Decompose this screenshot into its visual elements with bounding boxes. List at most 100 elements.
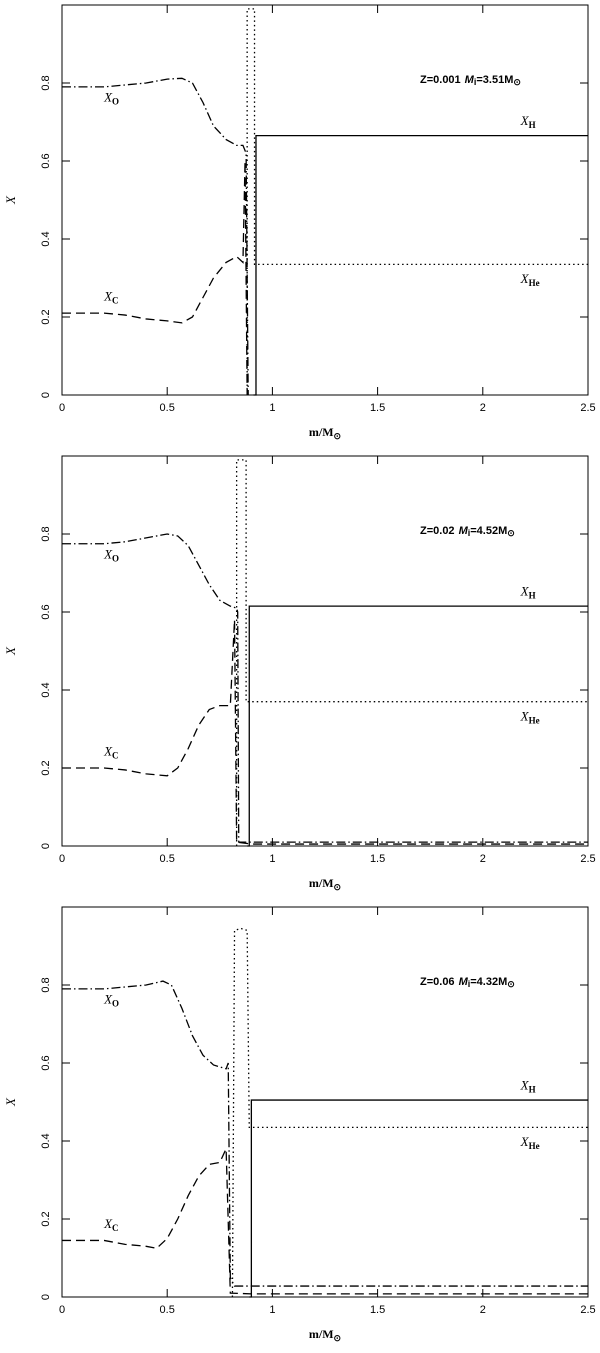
x-tick-label: 2 [480, 402, 486, 414]
series-line [62, 619, 588, 845]
annotation-sub: ⊙ [513, 77, 521, 87]
annotation-text: M [459, 976, 469, 988]
series-label: XH [520, 583, 536, 600]
series-label-sub: He [529, 715, 540, 725]
annotation-text: Z=0.02 [420, 525, 455, 537]
y-tick-label: 0.2 [40, 760, 52, 775]
series-line [249, 1099, 588, 1298]
x-tick-label: 1 [269, 853, 275, 865]
series-label: XC [103, 743, 118, 760]
series-label: XHe [520, 708, 540, 725]
series-line [231, 927, 588, 1298]
y-tick-label: 0.2 [40, 309, 52, 324]
annotation-text: M [465, 74, 475, 86]
series-label: XO [103, 90, 119, 107]
x-tick-label: 0.5 [160, 1304, 175, 1316]
x-axis-label-text: m/M [309, 1327, 334, 1341]
series-label-name: X [103, 743, 113, 758]
y-tick-label: 0.6 [40, 153, 52, 168]
series-label-sub: O [112, 97, 119, 107]
series-label-name: X [103, 90, 113, 105]
series-label-name: X [103, 992, 113, 1007]
panel: 0 0.5 1 1.5 2 2.500.20.40.60.8Xm/M⊙Z=0.001 Mi=… [3, 4, 596, 441]
annotation-sub: ⊙ [507, 979, 515, 989]
series-label-sub: H [529, 1084, 536, 1094]
annotation: Z=0.001 Mi=3.51M⊙ [420, 74, 521, 87]
y-tick-label: 0.6 [40, 1055, 52, 1070]
x-tick-label: 2.5 [580, 853, 595, 865]
series-label: XC [103, 288, 118, 305]
y-tick-label: 0.4 [40, 231, 52, 246]
series-label-sub: O [112, 554, 119, 564]
series-label-name: X [103, 1216, 113, 1231]
x-tick-label: 2 [480, 853, 486, 865]
y-axis-label: X [3, 1097, 18, 1107]
series-line [62, 160, 248, 396]
series-label-name: X [103, 546, 113, 561]
annotation-text: Z=0.06 [420, 976, 455, 988]
x-tick-label: 1 [269, 1304, 275, 1316]
series-label: XC [103, 1216, 118, 1233]
x-axis-label-sub: ⊙ [334, 882, 342, 892]
series-label-sub: C [112, 296, 119, 306]
plot-frame [61, 906, 589, 1298]
series-label-sub: O [112, 999, 119, 1009]
x-axis-label: m/M⊙ [309, 1327, 341, 1343]
panel: 0 0.5 1 1.5 2 2.500.20.40.60.8Xm/M⊙Z=0.02 Mi=4… [3, 455, 596, 892]
y-tick-label: 0 [40, 392, 52, 398]
x-tick-label: 2.5 [580, 402, 595, 414]
series-label-sub: H [529, 591, 536, 601]
annotation: Z=0.06 Mi=4.32M⊙ [420, 976, 515, 989]
x-tick-label: 1.5 [370, 402, 385, 414]
x-axis-label-sub: ⊙ [334, 431, 342, 441]
series-label-name: X [520, 583, 530, 598]
series-line [62, 980, 588, 1287]
y-tick-label: 0 [40, 843, 52, 849]
annotation-text: Z=0.001 [420, 74, 461, 86]
annotation-text: =4.32M [470, 976, 507, 988]
x-axis-label-text: m/M [309, 425, 334, 439]
series-line [246, 8, 588, 395]
x-axis-label-sub: ⊙ [334, 1333, 342, 1343]
series-label-sub: C [112, 750, 119, 760]
x-tick-label: 1.5 [370, 1304, 385, 1316]
annotation-text: =3.51M [476, 74, 513, 86]
annotation-sub: ⊙ [507, 528, 515, 538]
series-label: XHe [520, 1134, 540, 1151]
y-tick-label: 0.8 [40, 526, 52, 541]
series-label-name: X [520, 708, 530, 723]
x-tick-label: 0 [59, 1304, 65, 1316]
y-tick-label: 0.8 [40, 75, 52, 90]
series-line [62, 77, 249, 396]
panel: 0 0.5 1 1.5 2 2.500.20.40.60.8Xm/M⊙Z=0.06 Mi=4… [3, 906, 596, 1343]
x-axis-label: m/M⊙ [309, 876, 341, 892]
y-axis-label: X [3, 195, 18, 205]
series-label: XHe [520, 271, 540, 288]
plot-frame [61, 455, 589, 847]
y-tick-label: 0 [40, 1294, 52, 1300]
series-line [62, 533, 588, 843]
annotation-sub: i [468, 979, 471, 989]
annotation-text: M [459, 525, 469, 537]
plot-frame [61, 4, 589, 396]
x-tick-label: 0 [59, 402, 65, 414]
series-label-name: X [103, 288, 113, 303]
series-line [253, 135, 588, 396]
series-label: XO [103, 546, 119, 563]
series-label-sub: C [112, 1223, 119, 1233]
annotation-sub: i [468, 528, 471, 538]
y-tick-label: 0.2 [40, 1211, 52, 1226]
series-line [62, 1148, 588, 1295]
series-label-name: X [520, 271, 530, 286]
y-axis-label: X [3, 646, 18, 656]
series-label-name: X [520, 1134, 530, 1149]
series-label: XH [520, 113, 536, 130]
x-tick-label: 0.5 [160, 853, 175, 865]
x-tick-label: 1 [269, 402, 275, 414]
x-tick-label: 0.5 [160, 402, 175, 414]
y-tick-label: 0.6 [40, 604, 52, 619]
y-tick-label: 0.4 [40, 682, 52, 697]
x-tick-label: 1.5 [370, 853, 385, 865]
annotation-text: =4.52M [470, 525, 507, 537]
